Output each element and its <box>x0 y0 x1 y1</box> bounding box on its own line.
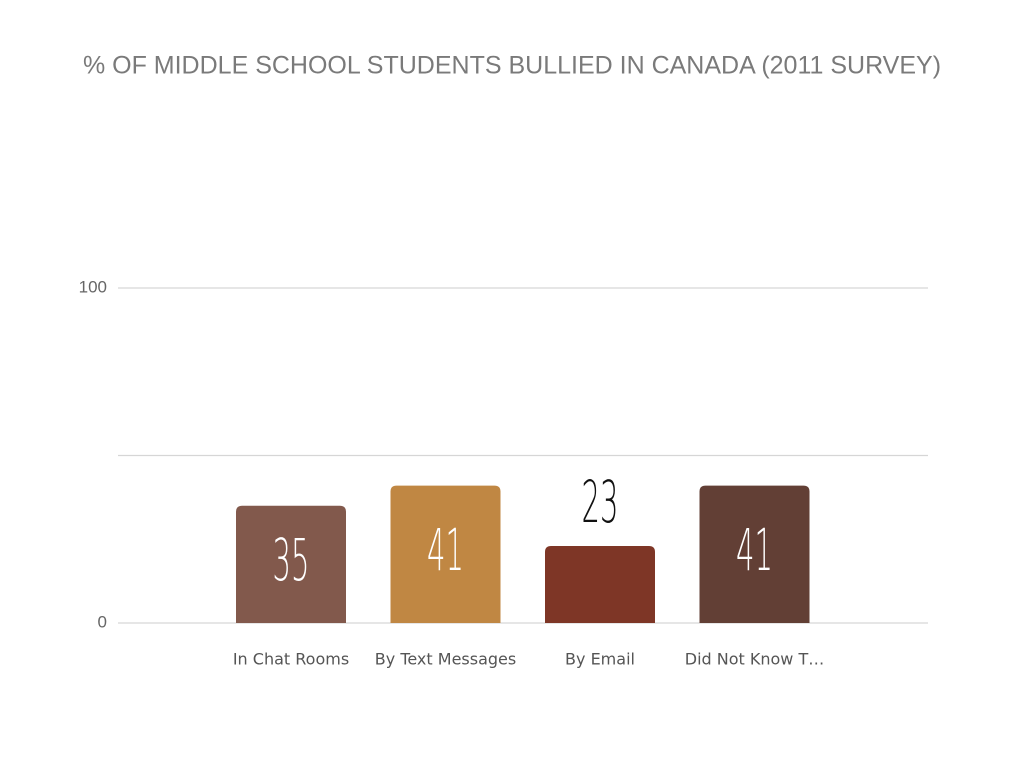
value-label: 35 <box>273 526 310 594</box>
value-label: 41 <box>427 516 464 584</box>
bar <box>545 545 655 623</box>
bar <box>236 505 346 623</box>
value-label: 41 <box>736 516 773 584</box>
bar <box>699 485 810 623</box>
chart-title: % OF MIDDLE SCHOOL STUDENTS BULLIED IN C… <box>83 52 941 80</box>
bar <box>390 485 501 623</box>
y-tick-label: 100 <box>79 277 107 296</box>
value-label: 23 <box>582 467 619 535</box>
y-tick-label: 0 <box>98 612 107 631</box>
x-tick-label: By Email <box>565 650 635 669</box>
x-tick-label: Did Not Know T… <box>685 650 825 669</box>
x-tick-label: In Chat Rooms <box>233 650 349 669</box>
x-tick-label: By Text Messages <box>375 650 516 669</box>
